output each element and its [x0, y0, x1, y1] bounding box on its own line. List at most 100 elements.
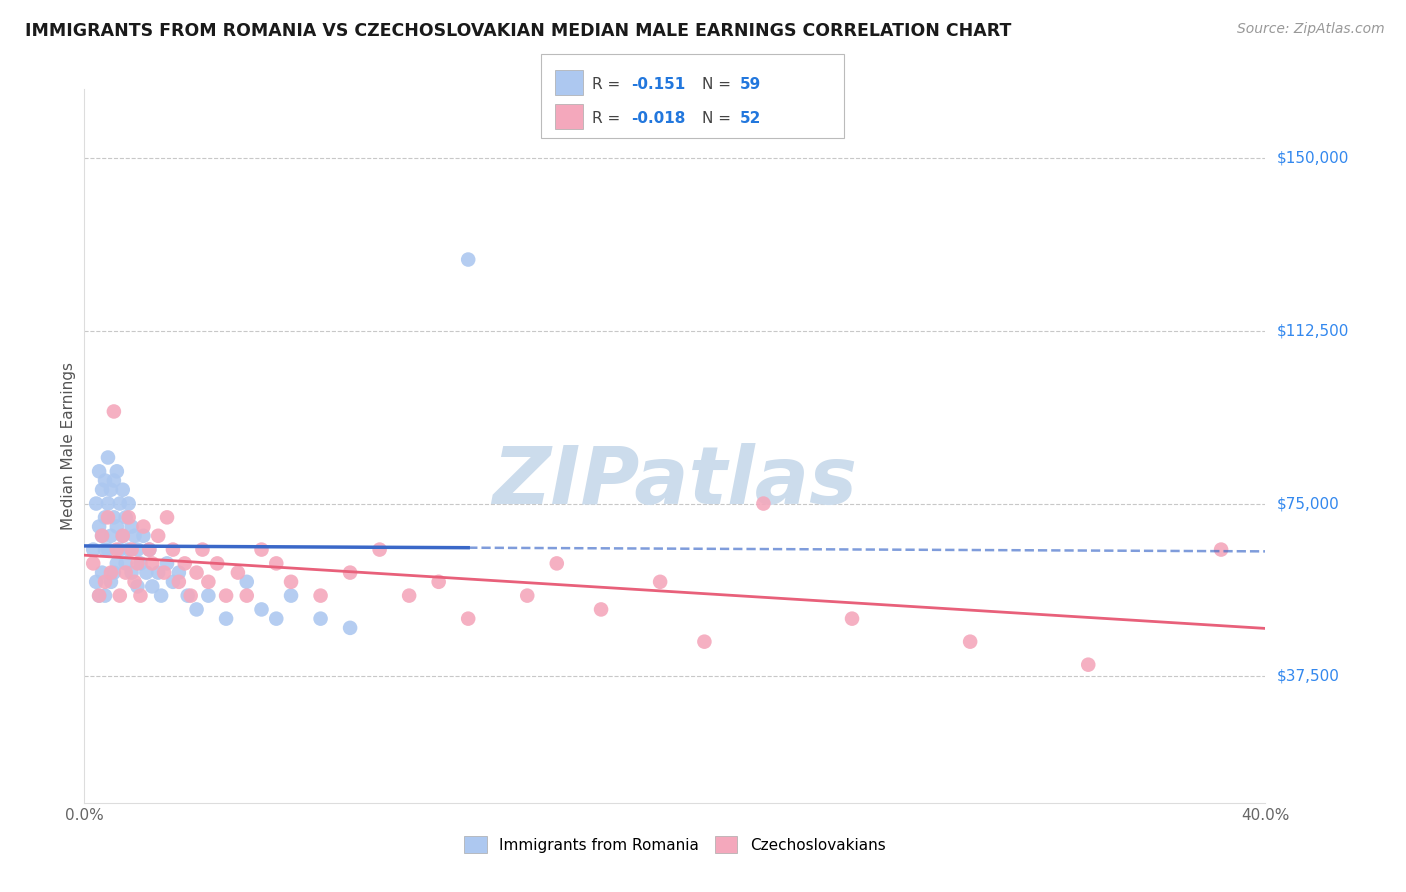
Point	[457, 252, 479, 267]
Point	[94, 510, 117, 524]
Point	[841, 612, 863, 626]
Point	[118, 497, 141, 511]
Point	[215, 612, 238, 626]
Text: $37,500: $37,500	[1277, 669, 1340, 683]
Point	[457, 612, 479, 626]
Point	[97, 450, 120, 465]
Point	[108, 542, 131, 557]
Point	[186, 566, 208, 580]
Point	[103, 510, 125, 524]
Point	[339, 621, 361, 635]
Point	[87, 519, 111, 533]
Point	[197, 574, 219, 589]
Point	[132, 519, 155, 533]
Point	[97, 510, 120, 524]
Point	[693, 634, 716, 648]
Point	[87, 464, 111, 478]
Point	[516, 589, 538, 603]
Point	[100, 566, 122, 580]
Point	[100, 483, 122, 497]
Text: Source: ZipAtlas.com: Source: ZipAtlas.com	[1237, 22, 1385, 37]
Point	[266, 612, 288, 626]
Point	[135, 566, 157, 580]
Point	[91, 483, 114, 497]
Point	[162, 574, 184, 589]
Point	[546, 557, 568, 571]
Point	[591, 602, 613, 616]
Point	[121, 542, 143, 557]
Point	[124, 574, 146, 589]
Point	[84, 497, 107, 511]
Point	[138, 542, 160, 557]
Point	[111, 483, 134, 497]
Point	[132, 529, 155, 543]
Point	[180, 589, 202, 603]
Point	[1077, 657, 1099, 672]
Point	[186, 602, 208, 616]
Point	[156, 510, 179, 524]
Point	[100, 529, 122, 543]
Point	[156, 557, 179, 571]
Point	[191, 542, 214, 557]
Text: N =: N =	[702, 78, 735, 92]
Point	[118, 510, 141, 524]
Point	[215, 589, 238, 603]
Point	[87, 589, 111, 603]
Point	[105, 542, 128, 557]
Point	[82, 557, 104, 571]
Point	[91, 529, 114, 543]
Point	[173, 557, 195, 571]
Point	[141, 557, 163, 571]
Point	[114, 566, 136, 580]
Point	[368, 542, 391, 557]
Point	[153, 566, 176, 580]
Text: 52: 52	[740, 112, 761, 126]
Point	[250, 602, 273, 616]
Point	[141, 579, 163, 593]
Point	[94, 589, 117, 603]
Text: IMMIGRANTS FROM ROMANIA VS CZECHOSLOVAKIAN MEDIAN MALE EARNINGS CORRELATION CHAR: IMMIGRANTS FROM ROMANIA VS CZECHOSLOVAKI…	[25, 22, 1012, 40]
Text: -0.018: -0.018	[631, 112, 686, 126]
Text: N =: N =	[702, 112, 735, 126]
Point	[91, 566, 114, 580]
Point	[226, 566, 249, 580]
Point	[103, 566, 125, 580]
Point	[114, 557, 136, 571]
Text: R =: R =	[592, 78, 626, 92]
Point	[148, 566, 170, 580]
Point	[108, 589, 131, 603]
Point	[103, 404, 125, 418]
Point	[82, 542, 104, 557]
Point	[650, 574, 672, 589]
Point	[84, 574, 107, 589]
Point	[280, 574, 302, 589]
Point	[111, 529, 134, 543]
Point	[959, 634, 981, 648]
Point	[207, 557, 229, 571]
Point	[236, 589, 259, 603]
Point	[100, 574, 122, 589]
Text: $150,000: $150,000	[1277, 151, 1348, 166]
Point	[339, 566, 361, 580]
Y-axis label: Median Male Earnings: Median Male Earnings	[60, 362, 76, 530]
Point	[111, 529, 134, 543]
Text: 59: 59	[740, 78, 761, 92]
Point	[266, 557, 288, 571]
Legend: Immigrants from Romania, Czechoslovakians: Immigrants from Romania, Czechoslovakian…	[458, 830, 891, 859]
Text: $75,000: $75,000	[1277, 496, 1340, 511]
Text: -0.151: -0.151	[631, 78, 686, 92]
Point	[87, 589, 111, 603]
Point	[94, 474, 117, 488]
Point	[121, 566, 143, 580]
Point	[127, 579, 149, 593]
Point	[127, 542, 149, 557]
Point	[138, 542, 160, 557]
Point	[150, 589, 173, 603]
Point	[94, 542, 117, 557]
Point	[105, 519, 128, 533]
Point	[177, 589, 200, 603]
Point	[121, 519, 143, 533]
Point	[167, 566, 190, 580]
Point	[752, 497, 775, 511]
Point	[103, 474, 125, 488]
